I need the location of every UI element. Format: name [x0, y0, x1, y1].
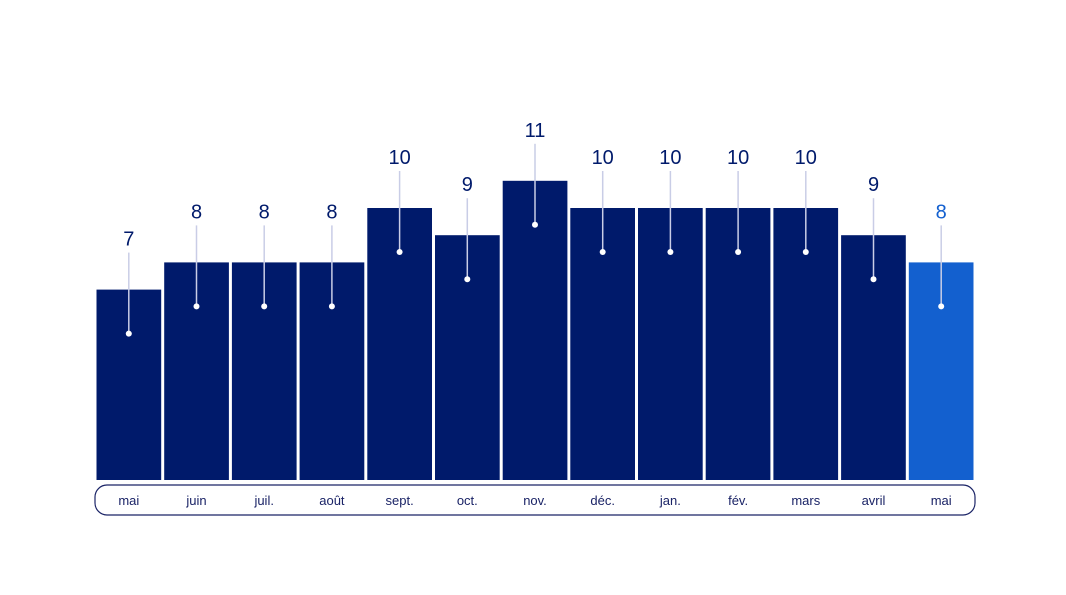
marker-dot-1	[193, 303, 200, 310]
category-label-10: mars	[791, 493, 820, 508]
marker-dot-2	[261, 303, 268, 310]
value-label-6: 11	[525, 120, 546, 142]
marker-dot-12	[938, 303, 945, 310]
category-label-0: mai	[118, 493, 139, 508]
value-label-10: 10	[795, 147, 817, 169]
category-label-2: juil.	[253, 493, 274, 508]
category-label-1: juin	[185, 493, 206, 508]
value-label-4: 10	[388, 147, 410, 169]
marker-dot-0	[125, 330, 132, 337]
bar-6	[502, 180, 568, 481]
category-label-12: mai	[931, 493, 952, 508]
value-label-9: 10	[727, 147, 749, 169]
category-label-6: nov.	[523, 493, 547, 508]
value-label-5: 9	[462, 174, 473, 196]
category-label-4: sept.	[386, 493, 414, 508]
category-label-3: août	[319, 493, 345, 508]
category-label-5: oct.	[457, 493, 478, 508]
value-label-2: 8	[259, 201, 270, 223]
category-label-9: fév.	[728, 493, 748, 508]
marker-dot-6	[532, 221, 538, 228]
stems-group	[125, 143, 945, 337]
category-axis-frame	[94, 484, 976, 516]
value-label-7: 10	[592, 147, 614, 169]
marker-dot-5	[464, 276, 471, 283]
category-label-11: avril	[862, 493, 886, 508]
marker-dot-3	[328, 303, 335, 310]
value-label-12: 8	[936, 201, 947, 223]
category-label-7: déc.	[590, 493, 615, 508]
value-label-3: 8	[326, 201, 337, 223]
value-label-8: 10	[659, 147, 681, 169]
marker-dot-11	[870, 276, 877, 283]
bars-group	[96, 180, 974, 481]
marker-dot-10	[802, 249, 809, 255]
marker-dot-8	[667, 249, 674, 255]
value-label-11: 9	[868, 174, 879, 196]
value-label-1: 8	[191, 201, 202, 223]
category-labels-group: mai juin juil. août sept. oct. nov. déc. jan. fév…	[118, 493, 951, 508]
marker-dot-7	[599, 249, 606, 255]
marker-dot-9	[735, 249, 742, 255]
category-label-8: jan.	[659, 493, 681, 508]
value-labels-group: 7 8 8 8 10 9 11 10 10 10 10 9 8	[123, 120, 947, 251]
marker-dot-4	[396, 249, 403, 255]
value-label-0: 7	[123, 229, 134, 251]
